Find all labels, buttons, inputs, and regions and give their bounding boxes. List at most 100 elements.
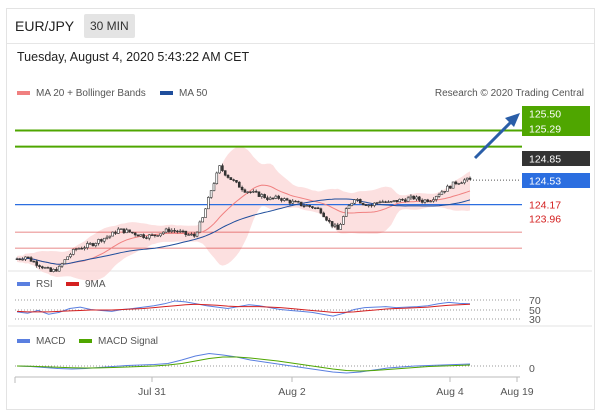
rsi-ma-line — [16, 303, 471, 313]
candle-body — [229, 177, 233, 180]
candle-body — [159, 233, 162, 237]
candle-body — [105, 236, 109, 239]
moving-averages — [16, 184, 471, 265]
ma20-legend: MA 20 + Bollinger Bands — [36, 88, 146, 99]
candle-body — [128, 229, 131, 233]
candle-body — [240, 187, 244, 191]
main-legend: MA 20 + Bollinger Bands MA 50 Research ©… — [17, 88, 584, 99]
candle-body — [387, 201, 390, 203]
candle-body — [125, 229, 129, 234]
candle-body — [429, 200, 432, 203]
macd-legend: MACD — [36, 336, 65, 347]
candle-body — [63, 259, 67, 265]
candle-body — [108, 235, 112, 238]
candle-body — [71, 249, 75, 255]
candle-body — [102, 237, 106, 242]
candle-body — [415, 196, 418, 200]
candle-body — [195, 231, 199, 237]
x-tick-label: Aug 19 — [500, 386, 533, 398]
timeframe-button[interactable]: 30 MIN — [84, 14, 135, 38]
candlesticks — [15, 163, 472, 273]
candle-body — [18, 258, 22, 260]
candle-body — [147, 234, 151, 239]
candle-body — [15, 258, 19, 260]
bollinger-bands — [17, 146, 470, 282]
candle-body — [77, 248, 81, 250]
candle-body — [389, 200, 393, 203]
candle-body — [24, 256, 27, 260]
macd-tick: 0 — [529, 363, 535, 375]
candle-body — [243, 189, 247, 193]
macd-panel: MACD MACD Signal 0 — [15, 336, 535, 375]
candle-body — [342, 216, 345, 225]
candle-body — [434, 196, 438, 200]
rsi-ma-legend: 9MA — [85, 279, 106, 290]
candle-body — [167, 228, 171, 232]
candle-body — [190, 233, 193, 236]
timestamp: Tuesday, August 4, 2020 5:43:22 AM CET — [17, 50, 250, 64]
candle-body — [35, 261, 38, 266]
level-tag — [522, 121, 590, 136]
candle-body — [297, 201, 300, 203]
candle-body — [367, 204, 371, 207]
candle-body — [330, 221, 334, 227]
x-tick-label: Jul 31 — [138, 386, 166, 398]
candle-body — [122, 228, 126, 234]
candle-body — [91, 243, 95, 247]
candle-body — [336, 224, 340, 230]
candle-body — [401, 198, 404, 201]
candle-body — [26, 256, 30, 259]
candle-body — [49, 267, 53, 272]
candle-body — [451, 181, 455, 189]
candle-body — [398, 198, 401, 203]
candle-body — [294, 200, 297, 203]
ma50-swatch — [160, 91, 173, 95]
candle-body — [356, 199, 359, 201]
candle-body — [460, 182, 463, 184]
candle-body — [384, 201, 387, 203]
candle-body — [392, 200, 396, 202]
candle-body — [201, 217, 205, 223]
candle-body — [215, 172, 219, 184]
rsi-legend: RSI — [36, 279, 53, 290]
candle-body — [252, 191, 255, 193]
candle-body — [285, 198, 289, 201]
candle-body — [114, 231, 117, 234]
candle-body — [313, 207, 317, 209]
candle-body — [302, 205, 306, 207]
candle-body — [432, 199, 435, 202]
level-label: 125.29 — [529, 124, 561, 136]
macd-lines — [16, 352, 471, 374]
level-label: 124.17 — [529, 200, 561, 212]
candle-body — [21, 258, 24, 261]
candle-body — [288, 199, 292, 204]
candle-body — [420, 199, 424, 203]
candle-body — [187, 234, 190, 236]
level-label: 125.50 — [529, 109, 561, 121]
candle-body — [311, 206, 314, 209]
candle-body — [325, 216, 328, 221]
candle-body — [207, 197, 210, 210]
candle-body — [232, 179, 235, 181]
candle-body — [412, 195, 416, 200]
chart-header: EUR/JPY 30 MIN — [7, 9, 594, 44]
candle-body — [308, 205, 311, 207]
candle-body — [257, 191, 261, 197]
candle-body — [246, 191, 250, 193]
candle-body — [131, 231, 134, 234]
rsi-ma-swatch — [66, 282, 79, 286]
candle-body — [282, 198, 286, 201]
candle-body — [375, 202, 379, 204]
candle-body — [280, 198, 283, 201]
candle-body — [361, 202, 365, 206]
candle-body — [263, 194, 266, 199]
candle-body — [350, 202, 354, 206]
candle-body — [116, 228, 120, 234]
candle-body — [299, 201, 303, 207]
candle-body — [271, 197, 275, 200]
candle-body — [333, 224, 337, 227]
candle-body — [153, 234, 157, 237]
rsi-swatch — [17, 282, 30, 286]
candle-body — [57, 265, 61, 272]
